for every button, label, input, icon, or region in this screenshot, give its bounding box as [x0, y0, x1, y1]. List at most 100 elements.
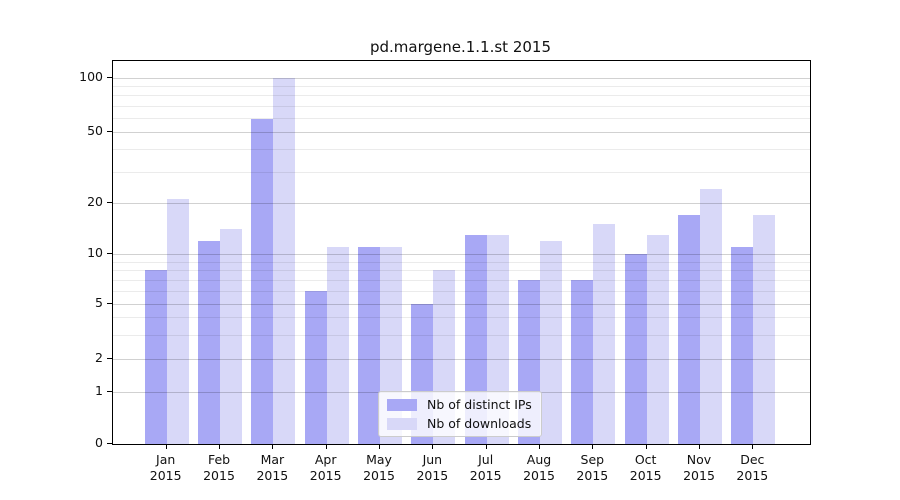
legend-swatch-distinct-ips: [387, 398, 417, 411]
major-gridline-50: [113, 132, 810, 133]
bar-feb-distinct-ips: [198, 240, 221, 444]
major-gridline-100: [113, 77, 810, 79]
month-label: Apr: [314, 452, 337, 467]
minor-gridline-4: [113, 317, 810, 319]
bar-oct-distinct-ips: [624, 254, 647, 444]
x-axis-tick-label-nov: Nov 2015: [671, 452, 727, 483]
legend-item-distinct-ips: Nb of distinct IPs: [387, 397, 541, 412]
legend-item-downloads: Nb of downloads: [387, 416, 541, 431]
y-axis-tick-label-100: 100: [79, 68, 103, 84]
x-axis-tick-mark-may: [379, 444, 381, 449]
y-axis-tick-mark-2: [107, 358, 112, 359]
y-axis-tick-mark-50: [107, 131, 112, 132]
month-label: Jul: [478, 452, 494, 467]
minor-gridline-70: [113, 105, 810, 107]
plot-area: [112, 60, 811, 445]
bar-sep-downloads: [593, 224, 616, 444]
legend-label-distinct-ips: Nb of distinct IPs: [427, 397, 532, 412]
x-axis-tick-label-mar: Mar 2015: [244, 452, 300, 483]
bar-apr-downloads: [326, 247, 349, 444]
bar-sep-distinct-ips: [571, 279, 594, 444]
month-label: Feb: [207, 452, 231, 467]
x-axis-tick-mark-jul: [485, 444, 487, 449]
x-axis-tick-mark-apr: [325, 444, 327, 449]
year-label: 2015: [256, 467, 289, 483]
x-axis-tick-mark-jan: [165, 444, 167, 449]
y-axis-tick-label-1: 1: [95, 383, 103, 398]
bar-jan-downloads: [166, 199, 189, 444]
year-label: 2015: [736, 467, 769, 483]
x-axis-tick-mark-feb: [219, 444, 221, 449]
y-axis-tick-mark-100: [107, 76, 112, 78]
year-label: 2015: [309, 467, 342, 483]
x-axis-tick-label-oct: Oct 2015: [618, 452, 674, 483]
y-axis-tick-label-2: 2: [95, 350, 103, 365]
minor-gridline-60: [113, 117, 810, 119]
minor-gridline-80: [113, 95, 810, 97]
year-label: 2015: [203, 467, 235, 483]
y-axis-tick-label-5: 5: [95, 295, 103, 310]
bar-dec-downloads: [753, 214, 776, 444]
x-axis-tick-label-aug: Aug 2015: [511, 452, 567, 483]
x-axis-tick-mark-dec: [752, 444, 754, 449]
x-axis-tick-label-feb: Feb 2015: [191, 452, 247, 483]
x-axis-tick-label-may: May 2015: [351, 452, 407, 483]
year-label: 2015: [416, 467, 449, 483]
chart-title: pd.margene.1.1.st 2015: [369, 38, 552, 56]
y-axis-tick-mark-0: [107, 443, 112, 444]
x-axis-tick-label-apr: Apr 2015: [298, 452, 354, 483]
year-label: 2015: [149, 467, 182, 483]
major-gridline-10: [113, 254, 810, 255]
x-axis-tick-label-jan: Jan 2015: [138, 452, 194, 483]
bar-jan-distinct-ips: [144, 270, 167, 444]
y-axis-tick-mark-10: [107, 253, 112, 254]
month-label: Dec: [740, 452, 765, 467]
minor-gridline-6: [113, 290, 810, 292]
month-label: Aug: [526, 452, 552, 467]
major-gridline-5: [113, 304, 810, 305]
year-label: 2015: [576, 467, 609, 483]
x-axis-tick-label-sep: Sep 2015: [564, 452, 620, 483]
month-label: May: [366, 452, 392, 467]
minor-gridline-7: [113, 279, 810, 281]
year-label: 2015: [683, 467, 715, 483]
y-axis-tick-label-20: 20: [87, 194, 103, 209]
bar-dec-distinct-ips: [731, 247, 754, 444]
bar-nov-downloads: [700, 188, 722, 444]
x-axis-tick-mark-oct: [645, 444, 647, 449]
bar-nov-distinct-ips: [678, 214, 700, 444]
minor-gridline-9: [113, 261, 810, 263]
y-axis-tick-label-50: 50: [87, 123, 103, 138]
y-axis-tick-label-0: 0: [95, 435, 103, 450]
month-label: Mar: [260, 452, 285, 467]
bar-oct-downloads: [646, 234, 669, 444]
bar-aug-downloads: [540, 240, 562, 444]
legend: Nb of distinct IPs Nb of downloads: [378, 391, 542, 437]
bar-apr-distinct-ips: [304, 290, 327, 444]
minor-gridline-30: [113, 171, 810, 173]
bar-may-distinct-ips: [358, 247, 381, 444]
y-axis-tick-mark-5: [107, 303, 112, 304]
month-label: Oct: [634, 452, 657, 467]
major-gridline-2: [113, 359, 810, 360]
major-gridline-20: [113, 203, 810, 204]
x-axis-tick-label-dec: Dec 2015: [724, 452, 780, 483]
minor-gridline-3: [113, 334, 810, 336]
y-axis-tick-label-10: 10: [87, 245, 103, 260]
month-label: Jun: [422, 452, 443, 467]
x-axis-tick-mark-sep: [592, 444, 594, 449]
x-axis-tick-mark-nov: [699, 444, 700, 449]
x-axis-tick-mark-mar: [272, 444, 274, 449]
x-axis-tick-label-jun: Jun 2015: [404, 452, 460, 483]
bar-mar-distinct-ips: [251, 119, 274, 444]
minor-gridline-40: [113, 149, 810, 151]
month-label: Sep: [580, 452, 605, 467]
y-axis-tick-mark-20: [107, 202, 112, 203]
minor-gridline-8: [113, 270, 810, 272]
year-label: 2015: [363, 467, 395, 483]
legend-swatch-downloads: [387, 417, 417, 430]
legend-label-downloads: Nb of downloads: [427, 416, 532, 431]
month-label: Nov: [686, 452, 712, 467]
bar-feb-downloads: [220, 229, 243, 444]
x-axis-tick-mark-aug: [539, 444, 540, 449]
